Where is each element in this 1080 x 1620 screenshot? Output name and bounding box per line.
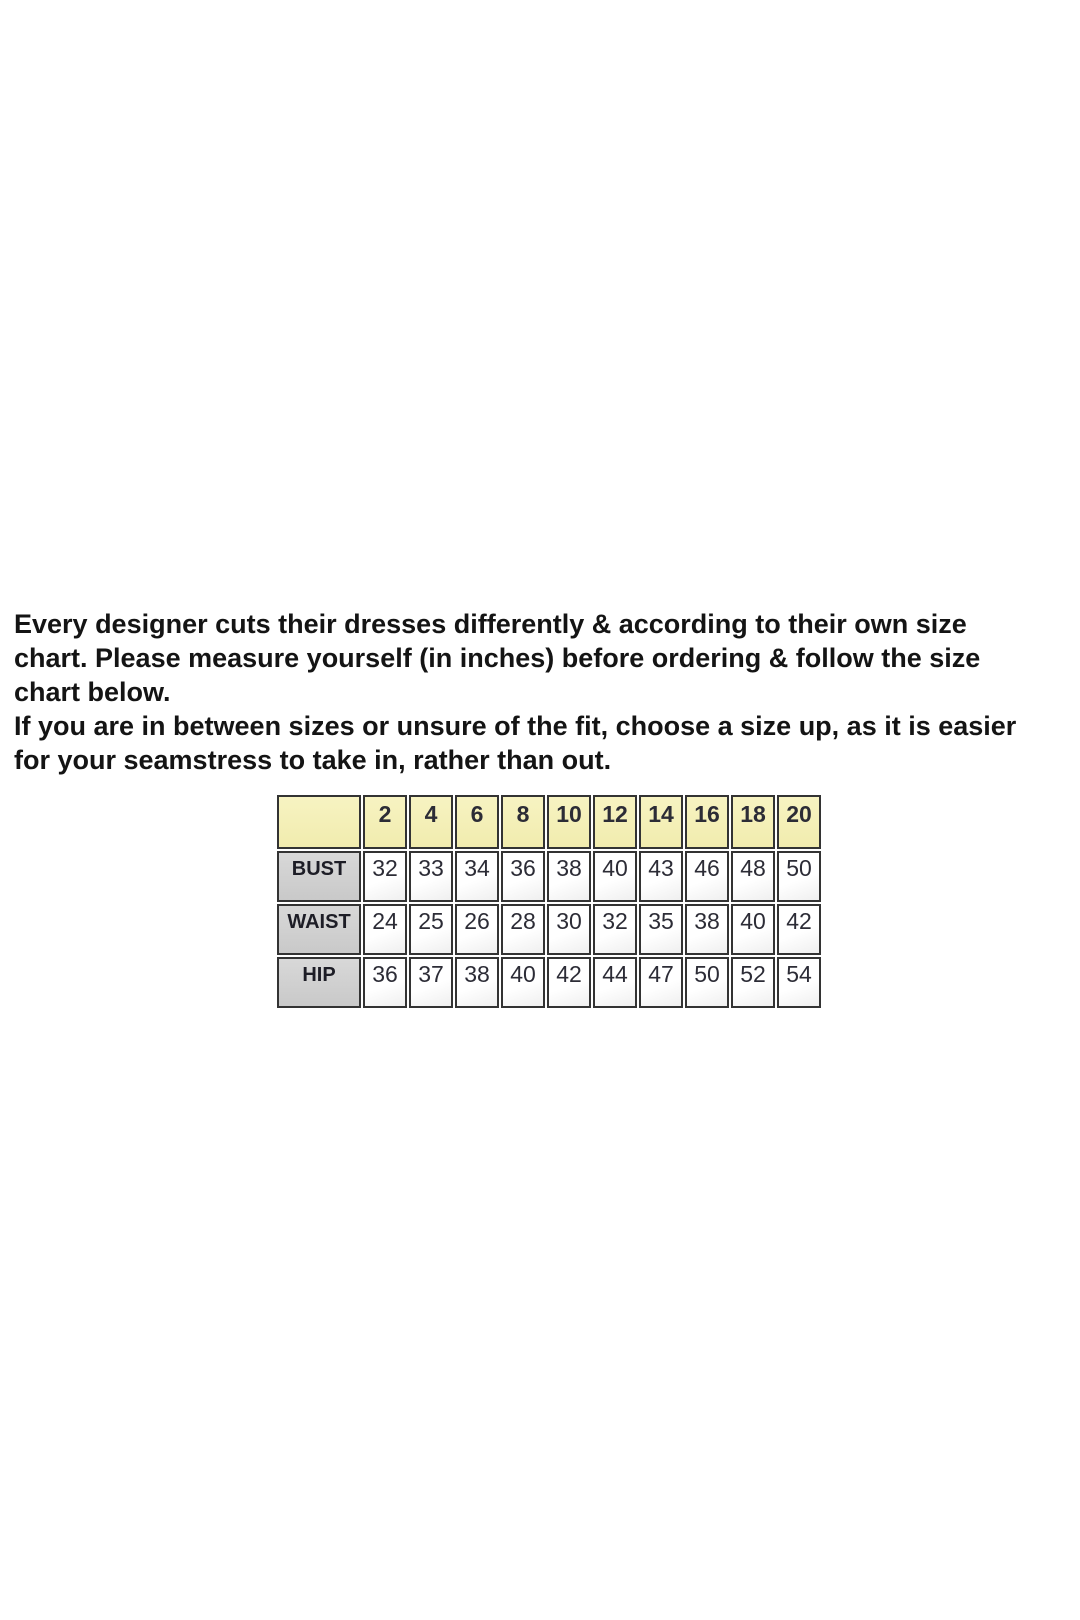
measurement-cell: 50 <box>777 851 821 902</box>
measurement-cell: 32 <box>593 904 637 955</box>
measurement-cell: 44 <box>593 957 637 1008</box>
measurement-cell: 38 <box>547 851 591 902</box>
size-header-cell: 4 <box>409 795 453 849</box>
measurement-cell: 47 <box>639 957 683 1008</box>
intro-text: Every designer cuts their dresses differ… <box>14 607 1016 777</box>
row-label-cell: WAIST <box>277 904 361 955</box>
measurement-cell: 33 <box>409 851 453 902</box>
measurement-cell: 35 <box>639 904 683 955</box>
measurement-row: WAIST 24 25 26 28 30 32 35 38 40 42 <box>277 904 821 955</box>
size-header-cell: 20 <box>777 795 821 849</box>
measurement-cell: 36 <box>363 957 407 1008</box>
measurement-row: HIP 36 37 38 40 42 44 47 50 52 54 <box>277 957 821 1008</box>
measurement-cell: 38 <box>455 957 499 1008</box>
measurement-cell: 28 <box>501 904 545 955</box>
size-header-cell: 16 <box>685 795 729 849</box>
size-header-cell: 12 <box>593 795 637 849</box>
intro-line: If you are in between sizes or unsure of… <box>14 711 1017 741</box>
measurement-cell: 37 <box>409 957 453 1008</box>
intro-line: Every designer cuts their dresses differ… <box>14 609 967 639</box>
measurement-row: BUST 32 33 34 36 38 40 43 46 48 50 <box>277 851 821 902</box>
measurement-cell: 34 <box>455 851 499 902</box>
measurement-cell: 48 <box>731 851 775 902</box>
measurement-cell: 26 <box>455 904 499 955</box>
measurement-cell: 50 <box>685 957 729 1008</box>
size-chart-table: 2 4 6 8 10 12 14 16 18 20 BUST 32 33 34 36 38 40 43 46 48 50… <box>275 793 823 1010</box>
size-header-cell: 10 <box>547 795 591 849</box>
measurement-cell: 36 <box>501 851 545 902</box>
measurement-cell: 54 <box>777 957 821 1008</box>
measurement-cell: 30 <box>547 904 591 955</box>
row-label-cell: HIP <box>277 957 361 1008</box>
intro-line: chart below. <box>14 677 171 707</box>
intro-line: for your seamstress to take in, rather t… <box>14 745 612 775</box>
size-header-cell: 6 <box>455 795 499 849</box>
measurement-cell: 43 <box>639 851 683 902</box>
size-chart-body: 2 4 6 8 10 12 14 16 18 20 BUST 32 33 34 36 38 40 43 46 48 50… <box>277 795 821 1008</box>
measurement-cell: 32 <box>363 851 407 902</box>
measurement-cell: 52 <box>731 957 775 1008</box>
size-header-cell: 2 <box>363 795 407 849</box>
measurement-cell: 38 <box>685 904 729 955</box>
measurement-cell: 40 <box>501 957 545 1008</box>
intro-line: chart. Please measure yourself (in inche… <box>14 643 981 673</box>
size-chart: 2 4 6 8 10 12 14 16 18 20 BUST 32 33 34 36 38 40 43 46 48 50… <box>275 793 823 1010</box>
size-header-cell: 18 <box>731 795 775 849</box>
measurement-cell: 24 <box>363 904 407 955</box>
measurement-cell: 25 <box>409 904 453 955</box>
row-label-cell: BUST <box>277 851 361 902</box>
size-chart-corner-cell <box>277 795 361 849</box>
size-header-cell: 14 <box>639 795 683 849</box>
size-header-row: 2 4 6 8 10 12 14 16 18 20 <box>277 795 821 849</box>
measurement-cell: 40 <box>593 851 637 902</box>
measurement-cell: 42 <box>777 904 821 955</box>
measurement-cell: 40 <box>731 904 775 955</box>
size-header-cell: 8 <box>501 795 545 849</box>
measurement-cell: 42 <box>547 957 591 1008</box>
measurement-cell: 46 <box>685 851 729 902</box>
